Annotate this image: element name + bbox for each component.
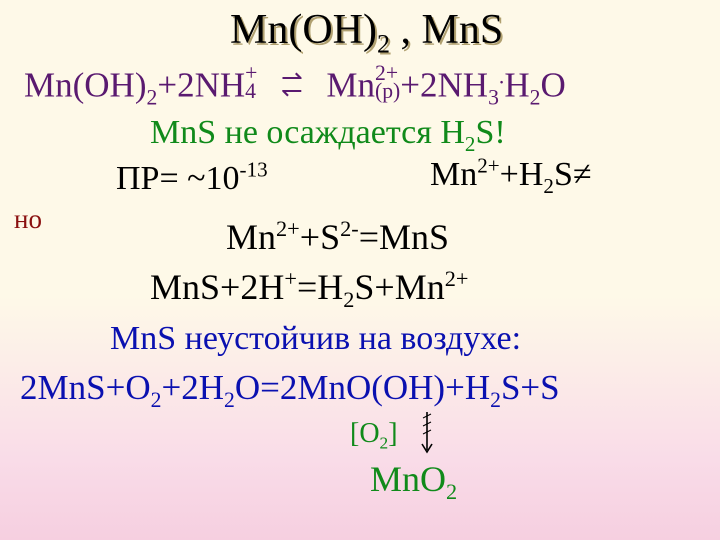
- solubility-product: ПР= ~10-13: [116, 160, 268, 198]
- no-reaction-h2s: Mn2++H2S≠: [430, 156, 592, 194]
- o2-label: [O2]: [350, 418, 398, 450]
- note-air: MnS неустойчив на воздухе:: [110, 320, 521, 358]
- down-arrow-icon: [420, 410, 434, 456]
- equation-acid-dissolve: MnS+2H+=H2S+Mn2+: [150, 266, 469, 308]
- equation-ammonium: Mn(OH)2+2NH+4 ⇀↽ Mn2+(р)+2NH3.H2O: [24, 64, 566, 105]
- page-title: Mn(OH)2 , MnS Mn(OH)2 , MnS: [230, 6, 503, 54]
- but-label: но: [14, 204, 42, 235]
- equation-oxidation: 2MnS+O2+2H2O=2MnO(OH)+H2S+S: [20, 368, 560, 408]
- equilibrium-arrow-icon: ⇀↽: [275, 68, 309, 98]
- product-mno2: MnO2: [370, 458, 457, 500]
- note-green: MnS не осаждается H2S!: [150, 114, 506, 152]
- equation-s2minus: Mn2++S2-=MnS: [226, 216, 449, 258]
